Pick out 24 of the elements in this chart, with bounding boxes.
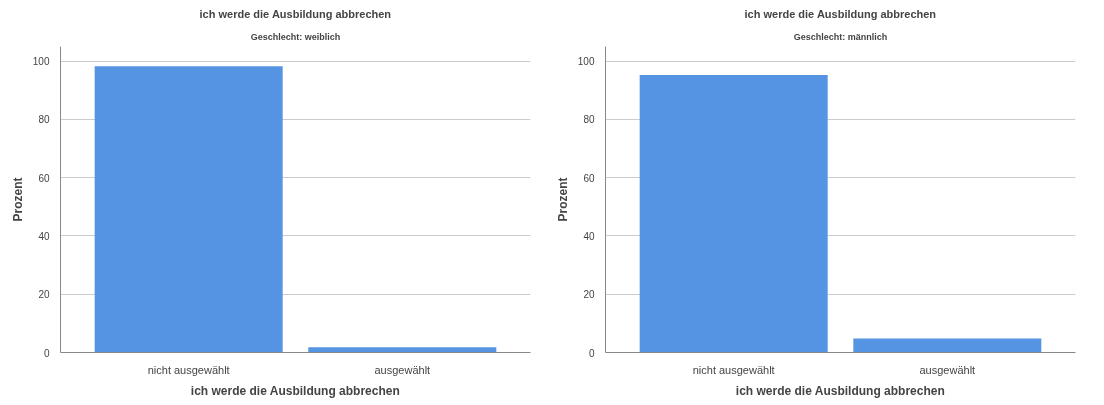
x-axis-title: ich werde die Ausbildung abbrechen (735, 383, 945, 398)
chart-title: ich werde die Ausbildung abbrechen (199, 7, 392, 20)
y-tick-label: 100 (32, 56, 50, 68)
y-axis-title: Prozent (555, 177, 570, 222)
x-tick-label: nicht ausgewählt (692, 363, 775, 376)
y-tick-label: 0 (43, 347, 50, 359)
chart-subtitle: Geschlecht: männlich (793, 31, 888, 42)
y-tick-label: 100 (577, 56, 595, 68)
x-tick-label: ausgewählt (374, 363, 431, 376)
y-tick-label: 40 (583, 230, 595, 242)
y-tick-label: 0 (588, 347, 595, 359)
y-tick-label: 20 (583, 289, 595, 301)
y-tick-label: 60 (583, 172, 595, 184)
x-tick-label: ausgewählt (919, 363, 976, 376)
y-axis-title: Prozent (10, 177, 25, 222)
chart-subtitle: Geschlecht: weiblich (250, 31, 341, 42)
y-tick-label: 80 (583, 114, 595, 126)
y-tick-label: 60 (38, 172, 50, 184)
chart-title: ich werde die Ausbildung abbrechen (744, 7, 937, 20)
y-tick-label: 40 (38, 230, 50, 242)
y-tick-label: 80 (38, 114, 50, 126)
x-axis-title: ich werde die Ausbildung abbrechen (190, 383, 400, 398)
x-tick-label: nicht ausgewählt (147, 363, 230, 376)
y-tick-label: 20 (38, 289, 50, 301)
